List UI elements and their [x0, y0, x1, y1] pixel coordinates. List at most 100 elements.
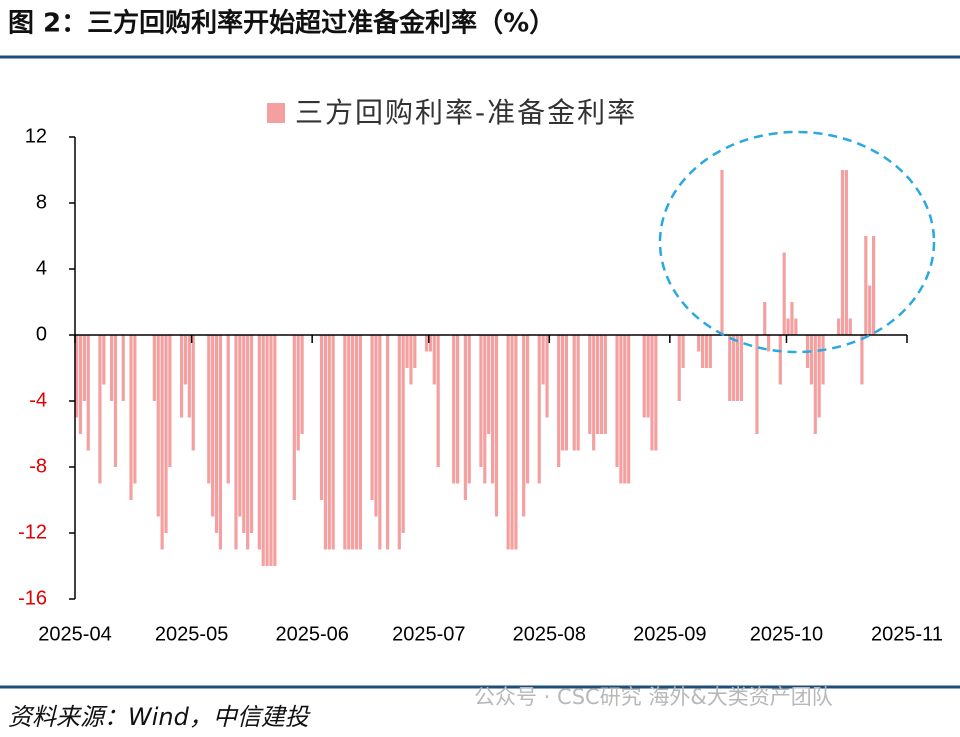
bar	[525, 335, 530, 484]
bar	[401, 335, 405, 533]
bar	[592, 335, 596, 451]
bar	[491, 335, 495, 484]
bar	[452, 335, 456, 484]
bar	[654, 335, 658, 451]
bar	[413, 335, 417, 368]
bar	[242, 335, 246, 533]
bar	[409, 335, 413, 385]
bar	[541, 335, 545, 385]
bar	[868, 285, 872, 335]
bar	[813, 335, 817, 434]
bar	[848, 318, 852, 335]
bar	[428, 335, 432, 352]
bar	[677, 335, 681, 401]
figure-title: 图 2：三方回购利率开始超过准备金利率（%）	[8, 8, 555, 39]
bar	[86, 335, 90, 451]
bar	[456, 335, 460, 484]
bar	[537, 335, 541, 484]
x-tick-label: 2025-07	[392, 623, 465, 645]
bar	[704, 335, 709, 368]
bar	[487, 335, 491, 434]
bar	[840, 170, 845, 335]
bar	[102, 335, 106, 385]
bar	[424, 335, 429, 352]
y-tick-label: 0	[36, 323, 47, 345]
x-tick-label: 2025-08	[513, 623, 586, 645]
bar	[467, 335, 471, 484]
bar	[436, 335, 440, 467]
bar	[82, 335, 86, 401]
bar	[627, 335, 631, 484]
x-tick-label: 2025-04	[38, 623, 111, 645]
bar	[767, 335, 771, 352]
plot-area: -16 -12 -8 -4 0 4 8 12 2025-04 2025-05 2025-06 2025…	[18, 125, 943, 645]
bar	[378, 335, 382, 550]
bar	[615, 335, 619, 467]
bar	[860, 335, 864, 385]
bar	[261, 335, 265, 566]
bar	[432, 335, 436, 385]
bar	[463, 335, 467, 500]
x-tick-label: 2025-10	[750, 623, 823, 645]
bar	[331, 335, 335, 550]
bar	[588, 335, 592, 434]
bar	[152, 335, 156, 401]
bar	[397, 335, 401, 550]
x-tick-label: 2025-06	[275, 623, 348, 645]
bar	[650, 335, 654, 451]
bar	[763, 302, 767, 335]
bar	[514, 335, 518, 550]
bar	[156, 335, 160, 517]
bar	[786, 318, 790, 335]
bar	[187, 335, 191, 418]
bar	[809, 335, 813, 385]
bar	[374, 335, 378, 517]
bar	[113, 335, 118, 467]
bar	[323, 335, 328, 550]
y-tick-label: -8	[29, 455, 47, 477]
highlight-ellipse	[658, 130, 936, 354]
bar	[576, 335, 580, 451]
bar	[218, 335, 223, 550]
bar	[354, 335, 359, 550]
source-note: 资料来源：Wind，中信建投	[8, 703, 311, 731]
bar	[510, 335, 514, 550]
bar	[697, 335, 701, 352]
bar	[351, 335, 355, 550]
bar	[782, 252, 786, 335]
y-tick-label: -16	[18, 587, 47, 609]
bar	[728, 335, 732, 401]
bar	[347, 335, 351, 550]
bar	[234, 335, 238, 550]
bar	[75, 335, 79, 418]
x-tick-label: 2025-05	[155, 623, 228, 645]
bar	[599, 335, 604, 434]
bar	[226, 335, 230, 484]
bar	[405, 335, 409, 368]
bar	[249, 335, 254, 533]
bar	[265, 335, 269, 566]
bar	[483, 335, 487, 484]
bar	[269, 335, 273, 566]
bar	[790, 302, 794, 335]
bar	[300, 335, 304, 434]
bar	[732, 335, 736, 401]
watermark: 公众号 · CSC研究 海外&大类资产团队	[474, 685, 833, 709]
bar	[778, 335, 782, 385]
bar	[246, 335, 250, 550]
bar	[121, 335, 125, 401]
bar	[133, 335, 137, 484]
bar	[494, 335, 499, 517]
bar	[872, 236, 876, 335]
bar	[557, 335, 561, 467]
bar	[595, 335, 600, 434]
bar	[183, 335, 188, 385]
y-tick-label: 12	[25, 125, 47, 147]
bar	[129, 335, 133, 500]
bar	[160, 335, 164, 550]
bar	[78, 335, 83, 434]
bar	[211, 335, 215, 517]
bar	[386, 335, 390, 550]
